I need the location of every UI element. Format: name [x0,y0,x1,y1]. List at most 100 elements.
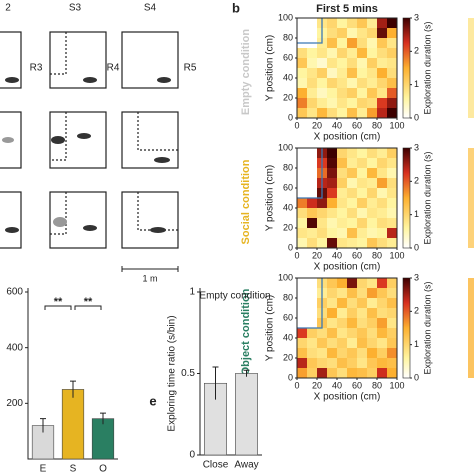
heatmap-cell [307,68,318,79]
heatmap-cell [347,228,358,239]
heatmap-cell [337,288,348,299]
mouse [5,77,19,83]
heatmap-cell [367,18,378,29]
heatmap-cell [387,168,398,179]
heatmap-cell [367,168,378,179]
heatmap-cell [307,298,318,309]
heatmap-cell [297,58,308,69]
heatmap-cell [357,328,368,339]
heatmap-cell [327,158,338,169]
heatmap-cell [297,68,308,79]
heatmap-cell [367,108,378,119]
arena [121,111,179,169]
heatmap-cell [357,348,368,359]
heatmap-cell [357,38,368,49]
colorbar-tick-label: 0 [414,372,419,382]
x-tick-label: 0 [294,380,299,390]
heatmap-cell [317,358,328,369]
heatmap-cell [347,198,358,209]
heatmap-cell [327,228,338,239]
heatmap-cell [347,98,358,109]
heatmap-cell [327,308,338,319]
heatmap-cell [357,198,368,209]
heatmap-cell [297,178,308,189]
x-tick-label: 100 [389,380,404,390]
heatmap-cell [297,218,308,229]
heatmap-cell [357,78,368,89]
heatmap-cell [327,348,338,359]
heatmap-cell [387,178,398,189]
heatmap-cell [387,338,398,349]
heatmap-cell [327,188,338,199]
heatmap-cell [327,88,338,99]
y-tick-label: 40 [283,202,293,212]
heatmap-cell [337,368,348,379]
heatmap-cell [387,148,398,159]
heatmap-cell [347,288,358,299]
heatmap-cell [377,368,388,379]
heatmap-cell [387,368,398,379]
heatmap-cell [357,48,368,59]
heatmap-cell [337,188,348,199]
heatmap-cell [387,108,398,119]
zone-boundary [297,148,323,199]
heatmap-cell [357,178,368,189]
heatmap-cell [327,298,338,309]
colorbar-tick-label: 2 [414,46,419,56]
heatmap-cell [357,298,368,309]
cropped-heatmap [468,18,474,118]
heatmap-cell [367,218,378,229]
heatmap-cell [327,18,338,29]
heatmap-cell [387,308,398,319]
axis [27,288,118,460]
bar [235,373,258,456]
heatmap-cell [327,178,338,189]
heatmap-cell [307,168,318,179]
heatmap-cell [317,218,328,229]
heatmap-cell [337,358,348,369]
heatmap-cell [337,198,348,209]
colorbar [402,147,411,249]
x-tick-label: 60 [352,250,362,260]
arena [49,111,107,169]
heatmap-cell [347,48,358,59]
divider [137,112,178,151]
arena [0,31,22,89]
heatmap-cell [347,168,358,179]
heatmap-cell [387,188,398,199]
heatmap-cell [377,288,388,299]
heatmap-cell [377,358,388,369]
heatmap-cell [307,148,318,159]
heatmap-cell [317,348,328,359]
heatmap-cell [357,368,368,379]
divider [50,192,67,235]
significance-label: ** [84,296,93,308]
colorbar-tick-label: 3 [414,142,419,152]
colorbar-tick-label: 1 [414,339,419,349]
heatmap-cell [337,18,348,29]
heatmap-cell [317,228,328,239]
heatmap-cell [367,308,378,319]
heatmap-cell [337,348,348,359]
y-tick-label: 0 [288,112,293,122]
heatmap-cell [377,298,388,309]
heatmap-cell [297,148,308,159]
heatmap-cell [327,208,338,219]
x-axis-label: X position (cm) [314,132,381,143]
heatmap-cell [347,28,358,39]
heatmap-cell [337,88,348,99]
heatmap-cell [377,278,388,289]
heatmap-cell [307,88,318,99]
arena [0,191,22,249]
heatmap-cell [327,78,338,89]
heatmap-cell [297,348,308,359]
mouse [150,227,166,233]
heatmap-cell [337,58,348,69]
significance-bracket [44,305,72,310]
cropped-heatmap [468,148,474,248]
x-tick-label: 0 [294,250,299,260]
x-tick-label: 60 [352,120,362,130]
heatmap-cell [297,208,308,219]
heatmap-cell [387,198,398,209]
heatmap-cell [337,168,348,179]
